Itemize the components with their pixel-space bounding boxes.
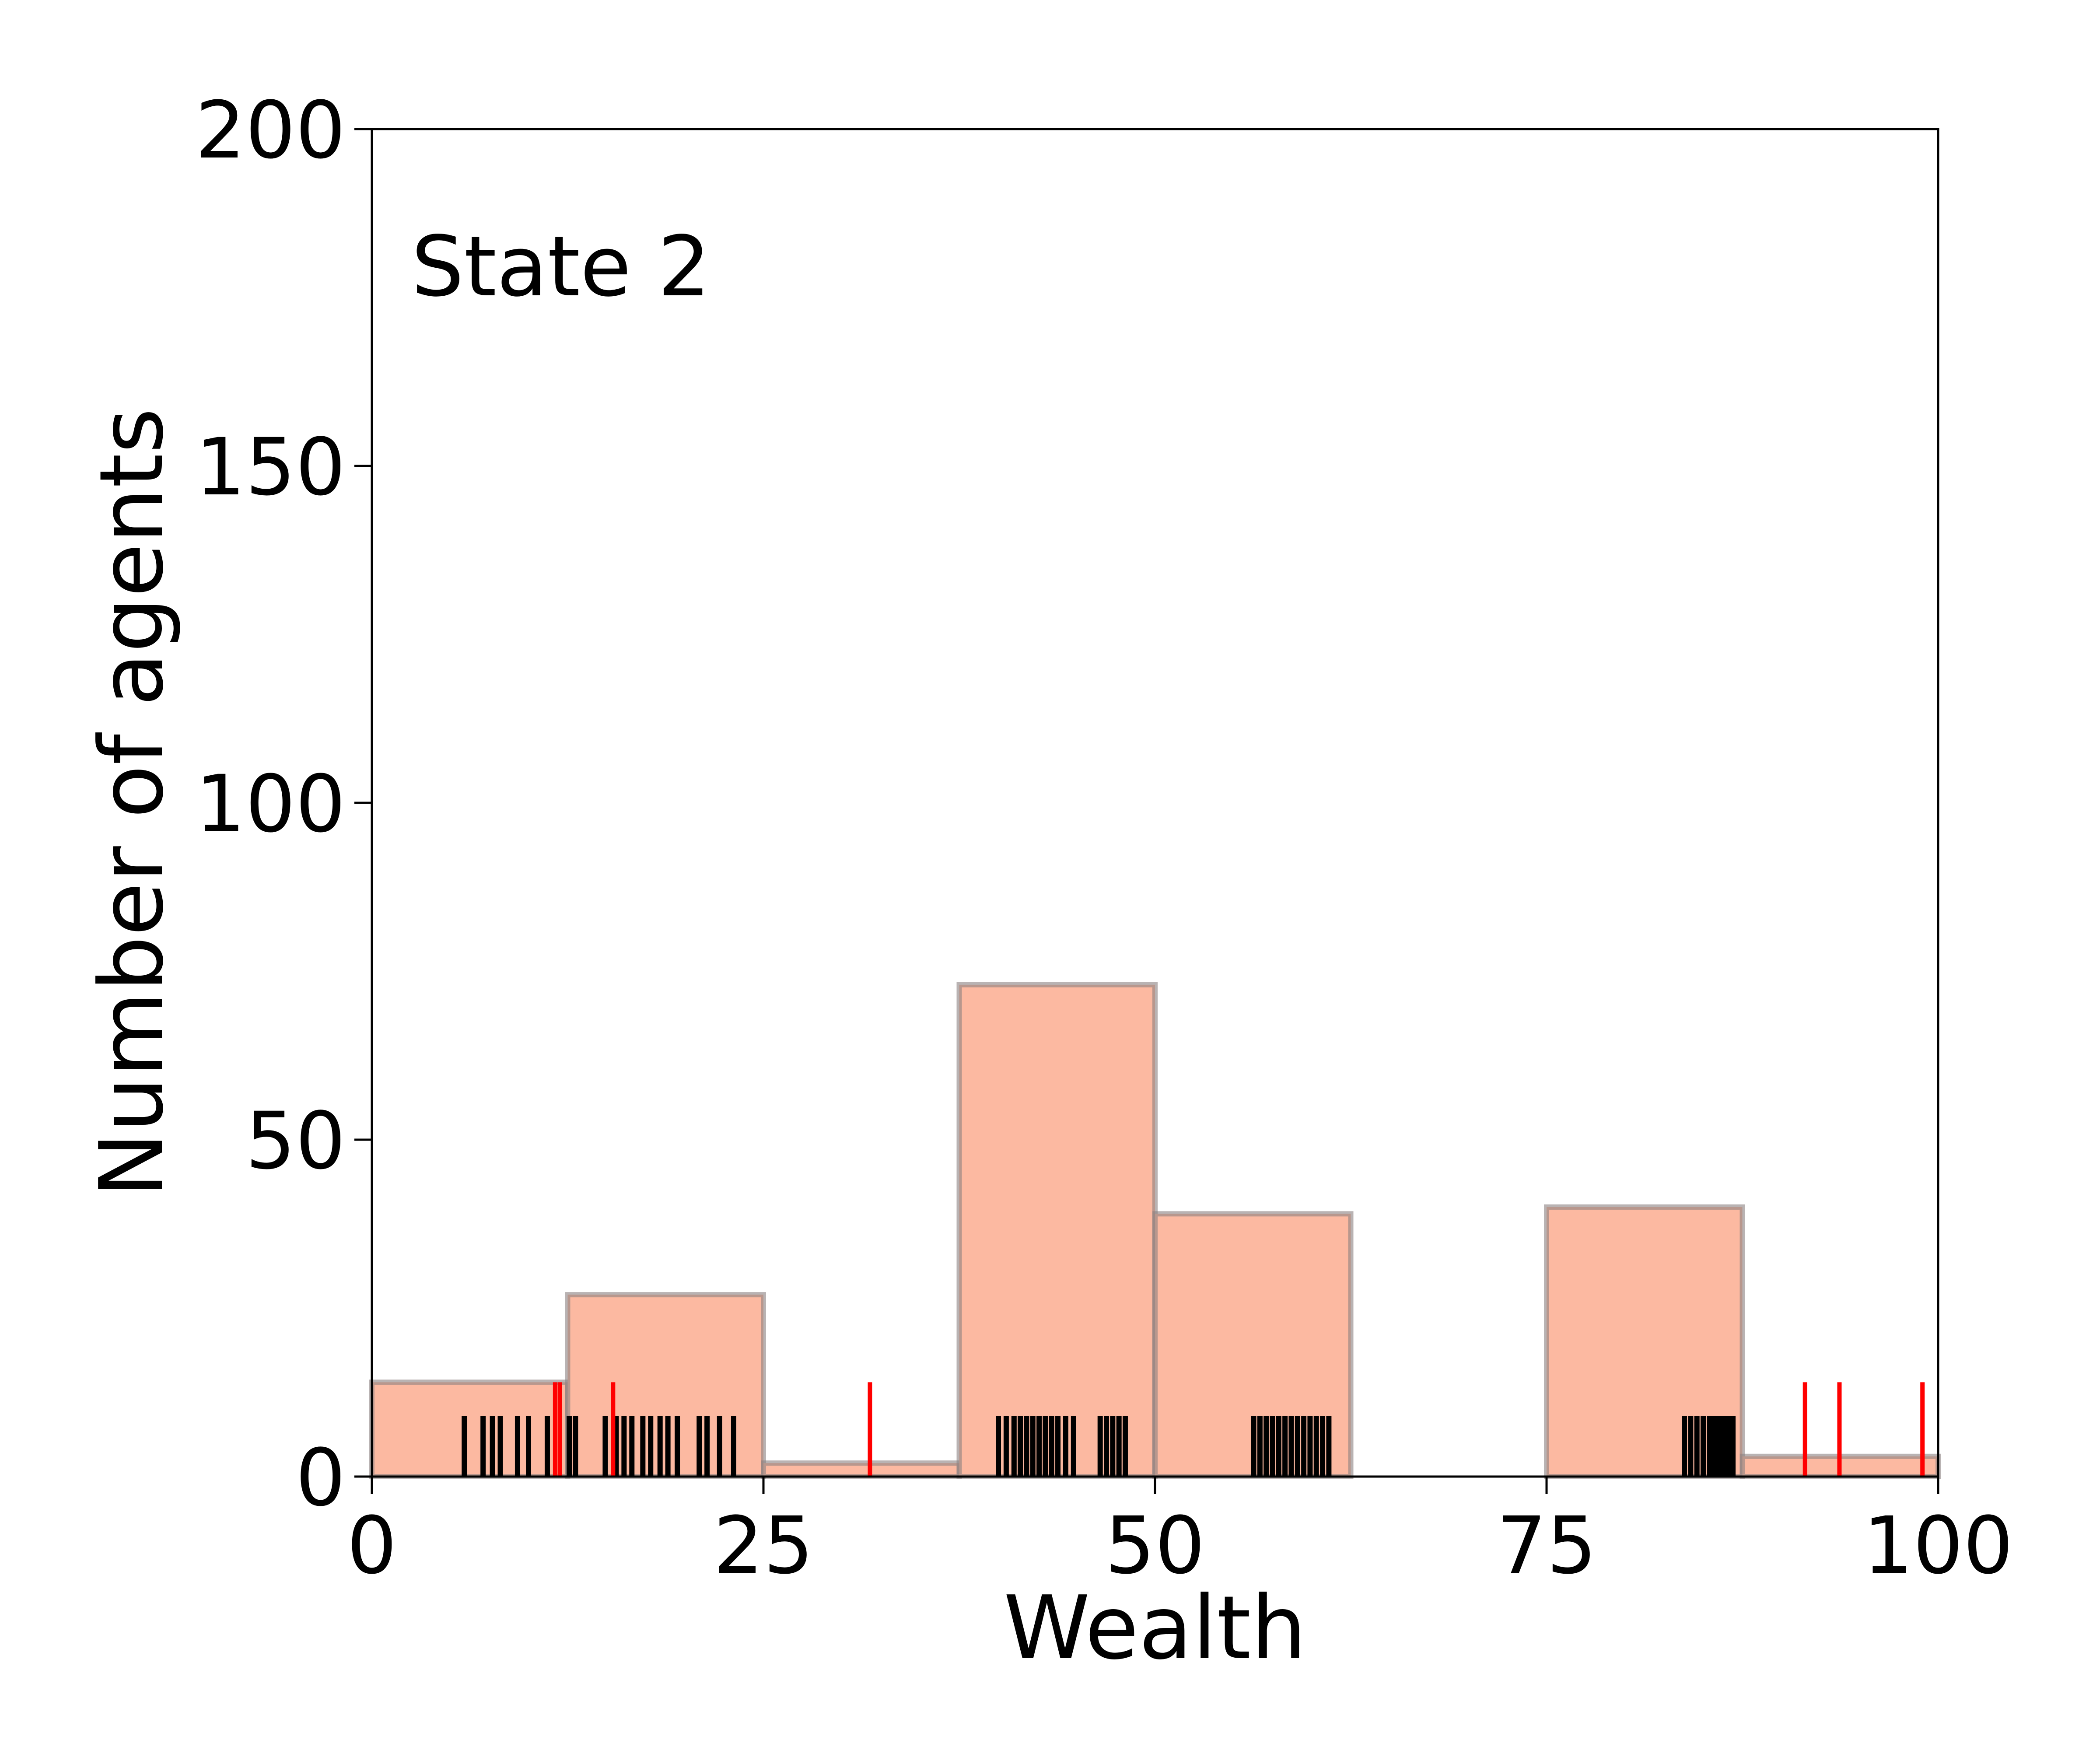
x-tick-label: 100: [1863, 1500, 2013, 1592]
x-axis-label: Wealth: [1004, 1577, 1306, 1679]
histogram-bars: [369, 982, 1941, 1480]
y-tick-label: 150: [195, 422, 346, 513]
y-tick-label: 100: [195, 759, 346, 850]
y-axis-ticks: 0 50 100 150 200: [195, 85, 372, 1524]
x-axis-ticks: 0 25 50 75 100: [347, 1477, 2013, 1592]
histogram-bar: [761, 1460, 962, 1479]
x-tick-label: 0: [347, 1500, 397, 1592]
histogram-bar: [956, 982, 1158, 1479]
y-axis-label: Number of agents: [81, 408, 183, 1197]
x-tick-label: 75: [1496, 1500, 1596, 1592]
x-tick-label: 25: [713, 1500, 813, 1592]
y-tick-label: 50: [245, 1096, 346, 1187]
annotation-label: State 2: [411, 218, 710, 315]
histogram-bar: [369, 1379, 570, 1479]
y-tick-label: 200: [195, 85, 346, 176]
y-tick-label: 0: [295, 1432, 346, 1524]
x-tick-label: 50: [1105, 1500, 1205, 1592]
rug-marks: [462, 1382, 1925, 1477]
